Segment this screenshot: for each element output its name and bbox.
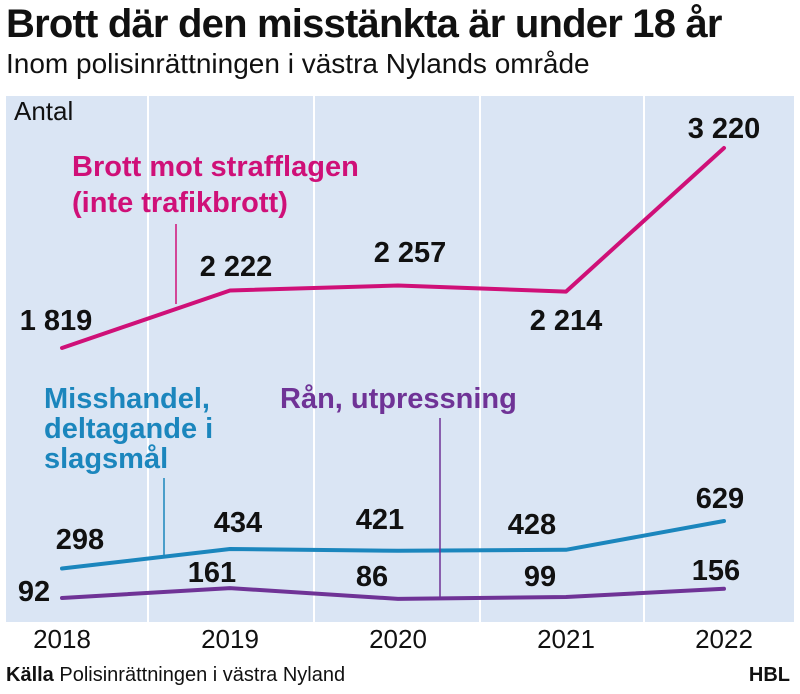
data-label-assault-2019: 434 (214, 507, 262, 539)
x-tick-label-2018: 2018 (33, 624, 91, 654)
data-label-robbery-2020: 86 (356, 561, 388, 593)
source-label: Källa (6, 664, 54, 686)
data-label-assault-2020: 421 (356, 504, 404, 536)
source-note: Källa Polisinrättningen i västra Nyland (6, 664, 345, 687)
x-tick-label-2019: 2019 (201, 624, 259, 654)
series-line-robbery (60, 586, 726, 601)
data-label-assault-2021: 428 (508, 509, 556, 541)
y-axis-label: Antal (14, 96, 73, 126)
data-label-crimes-2018: 1 819 (20, 305, 93, 337)
x-tick-label-2020: 2020 (369, 624, 427, 654)
data-label-robbery-2018: 92 (18, 576, 50, 608)
x-tick-label-2022: 2022 (695, 624, 753, 654)
series-label-assault-line-3: slagsmål (44, 443, 168, 475)
chart-subtitle: Inom polisinrättningen i västra Nylands … (6, 48, 590, 79)
data-label-robbery-2021: 99 (524, 561, 556, 593)
data-label-crimes-2020: 2 257 (374, 237, 447, 269)
data-label-crimes-2019: 2 222 (200, 251, 273, 283)
series-label-assault-line-1: Misshandel, (44, 383, 210, 415)
series-label-robbery-line-1: Rån, utpressning (280, 383, 517, 415)
series-line-assault (60, 519, 726, 571)
data-label-crimes-2022: 3 220 (688, 113, 761, 145)
brand-logo: HBL (748, 664, 790, 686)
data-label-crimes-2021: 2 214 (530, 305, 603, 337)
chart-title: Brott där den misstänkta är under 18 år (6, 2, 723, 46)
series-label-crimes-line-1: Brott mot strafflagen (72, 151, 359, 183)
x-tick-label-2021: 2021 (537, 624, 595, 654)
plot-background (6, 96, 794, 622)
data-label-robbery-2022: 156 (692, 555, 740, 587)
data-label-assault-2022: 629 (696, 483, 744, 515)
data-label-assault-2018: 298 (56, 524, 104, 556)
series-label-assault-line-2: deltagande i (44, 413, 213, 445)
data-label-robbery-2019: 161 (188, 557, 236, 589)
source-text: Polisinrättningen i västra Nyland (59, 664, 346, 686)
series-label-crimes-line-2: (inte trafikbrott) (72, 187, 288, 219)
series-line-crimes (60, 146, 726, 350)
